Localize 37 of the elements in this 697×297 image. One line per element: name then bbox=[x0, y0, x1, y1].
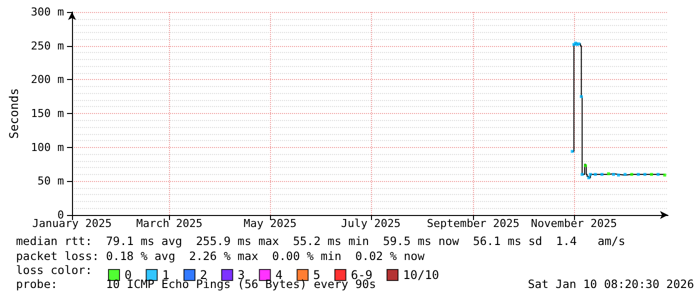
y-axis-title: Seconds bbox=[7, 88, 21, 139]
y-tick-label: 50 m bbox=[38, 174, 64, 188]
x-tick-label: March 2025 bbox=[136, 217, 203, 230]
x-tick-label: May 2025 bbox=[244, 217, 297, 230]
point bbox=[570, 150, 574, 153]
point bbox=[612, 172, 616, 176]
y-tick-label: 300 m bbox=[30, 6, 64, 18]
point bbox=[616, 174, 620, 177]
point bbox=[650, 172, 653, 176]
text: Sat Jan 10 08:20:30 2026 bbox=[528, 277, 694, 291]
y-tick-label: 150 m bbox=[30, 107, 64, 120]
y-tick-label: 100 m bbox=[30, 140, 64, 154]
point bbox=[587, 176, 590, 180]
text: median rtt: 79.1 ms avg 255.9 ms max 55.2 ms min 59.5 ms now 56.1 ms sd 1.4 am/s bbox=[16, 234, 626, 248]
x-tick-label: September 2025 bbox=[426, 217, 520, 230]
legend-label: 10/10 bbox=[403, 268, 440, 282]
point bbox=[630, 172, 634, 176]
x-tick-label: July 2025 bbox=[341, 217, 401, 230]
legend-title: loss color: bbox=[16, 263, 92, 277]
x-tick-label: November 2025 bbox=[530, 217, 617, 230]
point bbox=[663, 174, 666, 177]
point bbox=[607, 172, 610, 176]
point bbox=[594, 172, 597, 176]
y-tick-label: 250 m bbox=[30, 39, 64, 52]
point bbox=[580, 95, 583, 98]
point bbox=[636, 172, 640, 176]
point bbox=[588, 172, 592, 176]
point bbox=[656, 172, 660, 176]
text: packet loss: 0.18 % avg 2.26 % max 0.00 % min 0.02 % now bbox=[16, 249, 424, 263]
point bbox=[584, 164, 587, 168]
legend-label: 5 bbox=[313, 268, 320, 282]
y-tick-label: 200 m bbox=[30, 73, 64, 86]
y-tick-label: 0 bbox=[57, 208, 64, 222]
point bbox=[643, 172, 646, 176]
point bbox=[600, 172, 604, 176]
point bbox=[580, 172, 584, 176]
point bbox=[624, 172, 627, 176]
